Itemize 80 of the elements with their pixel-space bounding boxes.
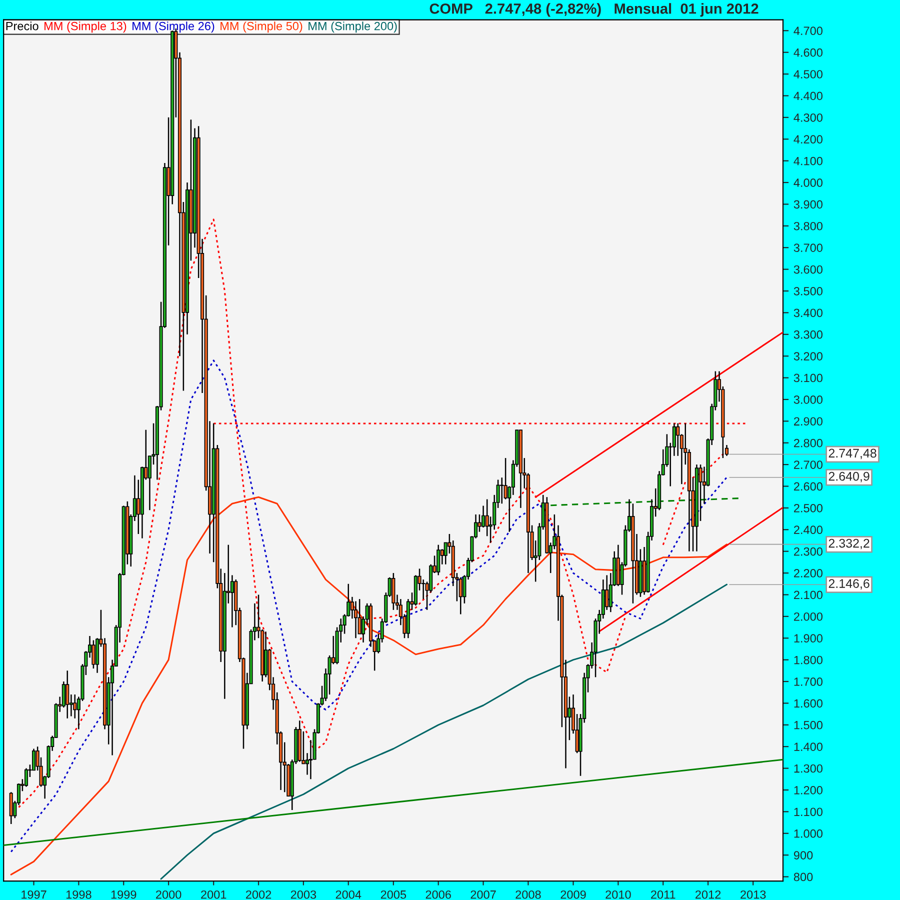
y-tick-label: 800 bbox=[794, 872, 813, 882]
y-tick-label: 4.100 bbox=[794, 156, 822, 166]
chart-title: COMP 2.747,48 (-2,82%) Mensual 01 jun 2012 bbox=[430, 3, 758, 17]
y-tick-label: 1.100 bbox=[794, 808, 822, 816]
y-tick-label: 3.200 bbox=[794, 352, 822, 360]
annotation: 2.332,2 bbox=[828, 538, 870, 550]
y-tick-label: 2.800 bbox=[794, 438, 822, 448]
candlestick bbox=[354, 600, 358, 639]
y-tick-label: 900 bbox=[794, 851, 813, 860]
x-tick-label: 1998 bbox=[66, 890, 92, 899]
annotation: 2.146,6 bbox=[828, 579, 870, 590]
x-tick-label: 2011 bbox=[651, 890, 676, 899]
line-series bbox=[160, 584, 728, 880]
y-tick-label: 4.500 bbox=[794, 70, 822, 78]
y-tick-label: 3.600 bbox=[794, 265, 822, 274]
y-tick-label: 1.700 bbox=[794, 678, 822, 686]
text: MM (Simple 50) bbox=[220, 22, 302, 33]
y-tick-label: 4.700 bbox=[794, 26, 822, 36]
y-tick-label: 4.400 bbox=[794, 92, 822, 100]
line-series bbox=[10, 360, 728, 853]
y-tick-label: 1.400 bbox=[794, 742, 822, 751]
x-tick-label: 2008 bbox=[516, 890, 541, 899]
y-tick-label: 2.600 bbox=[794, 482, 822, 491]
y-tick-label: 1.200 bbox=[794, 786, 822, 794]
candlestick bbox=[24, 768, 28, 788]
y-tick-label: 3.300 bbox=[794, 330, 822, 339]
y-tick-label: 3.500 bbox=[794, 287, 822, 296]
y-tick-label: 2.200 bbox=[794, 569, 822, 578]
x-tick-label: 2003 bbox=[290, 890, 316, 899]
y-tick-label: 4.200 bbox=[794, 135, 822, 144]
text: MM (Simple 200) bbox=[308, 22, 397, 33]
y-tick-label: 3.400 bbox=[794, 308, 822, 318]
candlestick bbox=[66, 670, 70, 720]
candlestick bbox=[436, 544, 440, 576]
y-tick-label: 3.100 bbox=[794, 374, 822, 382]
annotation: 2.640,9 bbox=[828, 472, 870, 482]
candlestick bbox=[422, 578, 426, 600]
candlestick bbox=[9, 792, 13, 825]
x-tick-label: 2010 bbox=[606, 890, 631, 899]
y-tick-label: 4.300 bbox=[794, 113, 822, 122]
x-tick-label: 2009 bbox=[560, 890, 586, 899]
x-tick-label: 2002 bbox=[246, 890, 272, 899]
x-tick-label: 2001 bbox=[201, 890, 226, 899]
candlestick bbox=[605, 574, 609, 611]
x-tick-label: 2006 bbox=[426, 890, 451, 899]
x-tick-label: 2012 bbox=[696, 890, 721, 899]
text: MM (Simple 26) bbox=[132, 22, 214, 33]
y-tick-label: 3.000 bbox=[794, 396, 822, 404]
candlestick bbox=[458, 576, 462, 615]
y-tick-label: 3.800 bbox=[794, 222, 822, 230]
x-tick-label: 2005 bbox=[380, 890, 406, 899]
text: Precio bbox=[6, 22, 38, 30]
x-tick-label: 1997 bbox=[22, 890, 46, 899]
y-tick-label: 2.100 bbox=[794, 590, 822, 600]
text: MM (Simple 13) bbox=[44, 22, 126, 33]
y-tick-label: 2.900 bbox=[794, 417, 822, 426]
y-tick-label: 1.500 bbox=[794, 720, 822, 730]
y-tick-label: 3.700 bbox=[794, 244, 822, 252]
y-tick-label: 1.300 bbox=[794, 764, 822, 773]
y-tick-label: 4.600 bbox=[794, 48, 822, 57]
y-tick-label: 1.600 bbox=[794, 699, 822, 708]
x-tick-label: 1999 bbox=[111, 890, 136, 899]
y-tick-label: 2.400 bbox=[794, 526, 822, 534]
x-tick-label: 2007 bbox=[470, 890, 496, 899]
annotation: 2.747,48 bbox=[828, 448, 876, 460]
y-tick-label: 2.500 bbox=[794, 504, 822, 512]
x-tick-label: 2013 bbox=[740, 890, 766, 899]
y-tick-label: 1.000 bbox=[794, 829, 822, 838]
y-tick-label: 1.800 bbox=[794, 656, 822, 664]
y-tick-label: 3.900 bbox=[794, 200, 822, 209]
y-tick-label: 2.000 bbox=[794, 612, 822, 621]
candlestick bbox=[92, 640, 96, 670]
candlestick bbox=[73, 694, 77, 720]
y-tick-label: 2.700 bbox=[794, 460, 822, 469]
x-tick-label: 2004 bbox=[336, 890, 362, 899]
y-tick-label: 4.000 bbox=[794, 178, 822, 187]
y-tick-label: 1.900 bbox=[794, 634, 822, 643]
y-tick-label: 2.300 bbox=[794, 547, 822, 556]
x-tick-label: 2000 bbox=[156, 890, 182, 899]
line-series bbox=[10, 496, 728, 876]
